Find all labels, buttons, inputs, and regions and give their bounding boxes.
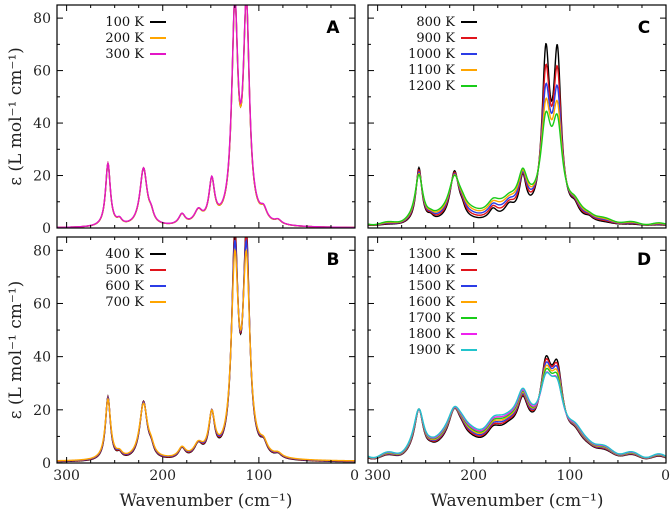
y-tick-label: 20 bbox=[33, 403, 51, 419]
legend-label: 600 K bbox=[105, 279, 144, 294]
legend-label: 300 K bbox=[105, 47, 144, 62]
series-line-1900k bbox=[368, 371, 666, 459]
y-axis-title: ε (L mol⁻¹ cm⁻¹) bbox=[6, 281, 26, 420]
legend-label: 1900 K bbox=[408, 343, 455, 358]
series-line-300k bbox=[57, 5, 355, 228]
y-tick-label: 20 bbox=[33, 169, 51, 185]
series-line-700k bbox=[57, 248, 355, 462]
y-axis-title: ε (L mol⁻¹ cm⁻¹) bbox=[6, 47, 26, 186]
legend-label: 700 K bbox=[105, 295, 144, 310]
legend-label: 800 K bbox=[416, 15, 455, 30]
legend-label: 1200 K bbox=[408, 79, 455, 94]
series-lines bbox=[368, 42, 666, 226]
legend-label: 200 K bbox=[105, 31, 144, 46]
y-tick-label: 0 bbox=[42, 456, 51, 472]
series-line-400k bbox=[57, 237, 355, 463]
y-tick-label: 40 bbox=[33, 350, 51, 366]
series-lines bbox=[57, 237, 355, 463]
x-tick-label: 300 bbox=[364, 468, 391, 484]
y-tick-label: 0 bbox=[42, 221, 51, 237]
panel-letter: C bbox=[638, 18, 650, 38]
x-tick-label: 0 bbox=[661, 468, 670, 484]
x-tick-label: 100 bbox=[246, 468, 273, 484]
legend-label: 100 K bbox=[105, 15, 144, 30]
legend-label: 900 K bbox=[416, 31, 455, 46]
x-axis-title: Wavenumber (cm⁻¹) bbox=[120, 491, 293, 511]
legend-label: 1600 K bbox=[408, 295, 455, 310]
plot-frame bbox=[367, 236, 667, 464]
legend-label: 1700 K bbox=[408, 311, 455, 326]
y-tick-label: 80 bbox=[33, 243, 51, 259]
y-tick-label: 60 bbox=[33, 64, 51, 80]
y-tick-label: 80 bbox=[33, 11, 51, 27]
x-tick-label: 300 bbox=[53, 468, 80, 484]
plot-frame bbox=[56, 4, 356, 229]
panel-letter: D bbox=[637, 250, 651, 270]
plot-frame bbox=[367, 4, 667, 229]
plot-frame bbox=[56, 236, 356, 464]
panel-letter: B bbox=[327, 250, 340, 270]
x-tick-label: 200 bbox=[460, 468, 487, 484]
series-line-1700k bbox=[368, 367, 666, 459]
series-lines bbox=[57, 5, 355, 228]
series-line-1200k bbox=[368, 110, 666, 226]
series-line-100k bbox=[57, 5, 355, 228]
panel-letter: A bbox=[326, 18, 340, 38]
x-tick-label: 100 bbox=[557, 468, 584, 484]
legend-label: 500 K bbox=[105, 263, 144, 278]
y-tick-label: 60 bbox=[33, 296, 51, 312]
legend-label: 1400 K bbox=[408, 263, 455, 278]
legend-label: 1000 K bbox=[408, 47, 455, 62]
legend-label: 400 K bbox=[105, 247, 144, 262]
series-line-600k bbox=[57, 237, 355, 462]
series-lines bbox=[368, 354, 666, 460]
x-tick-label: 0 bbox=[350, 468, 359, 484]
series-line-1800k bbox=[368, 371, 666, 459]
legend-label: 1800 K bbox=[408, 327, 455, 342]
series-line-200k bbox=[57, 5, 355, 228]
x-tick-label: 200 bbox=[149, 468, 176, 484]
legend-label: 1500 K bbox=[408, 279, 455, 294]
y-tick-label: 40 bbox=[33, 116, 51, 132]
legend-label: 1300 K bbox=[408, 247, 455, 262]
series-line-500k bbox=[57, 237, 355, 463]
x-axis-title: Wavenumber (cm⁻¹) bbox=[431, 491, 604, 511]
legend-label: 1100 K bbox=[408, 63, 455, 78]
